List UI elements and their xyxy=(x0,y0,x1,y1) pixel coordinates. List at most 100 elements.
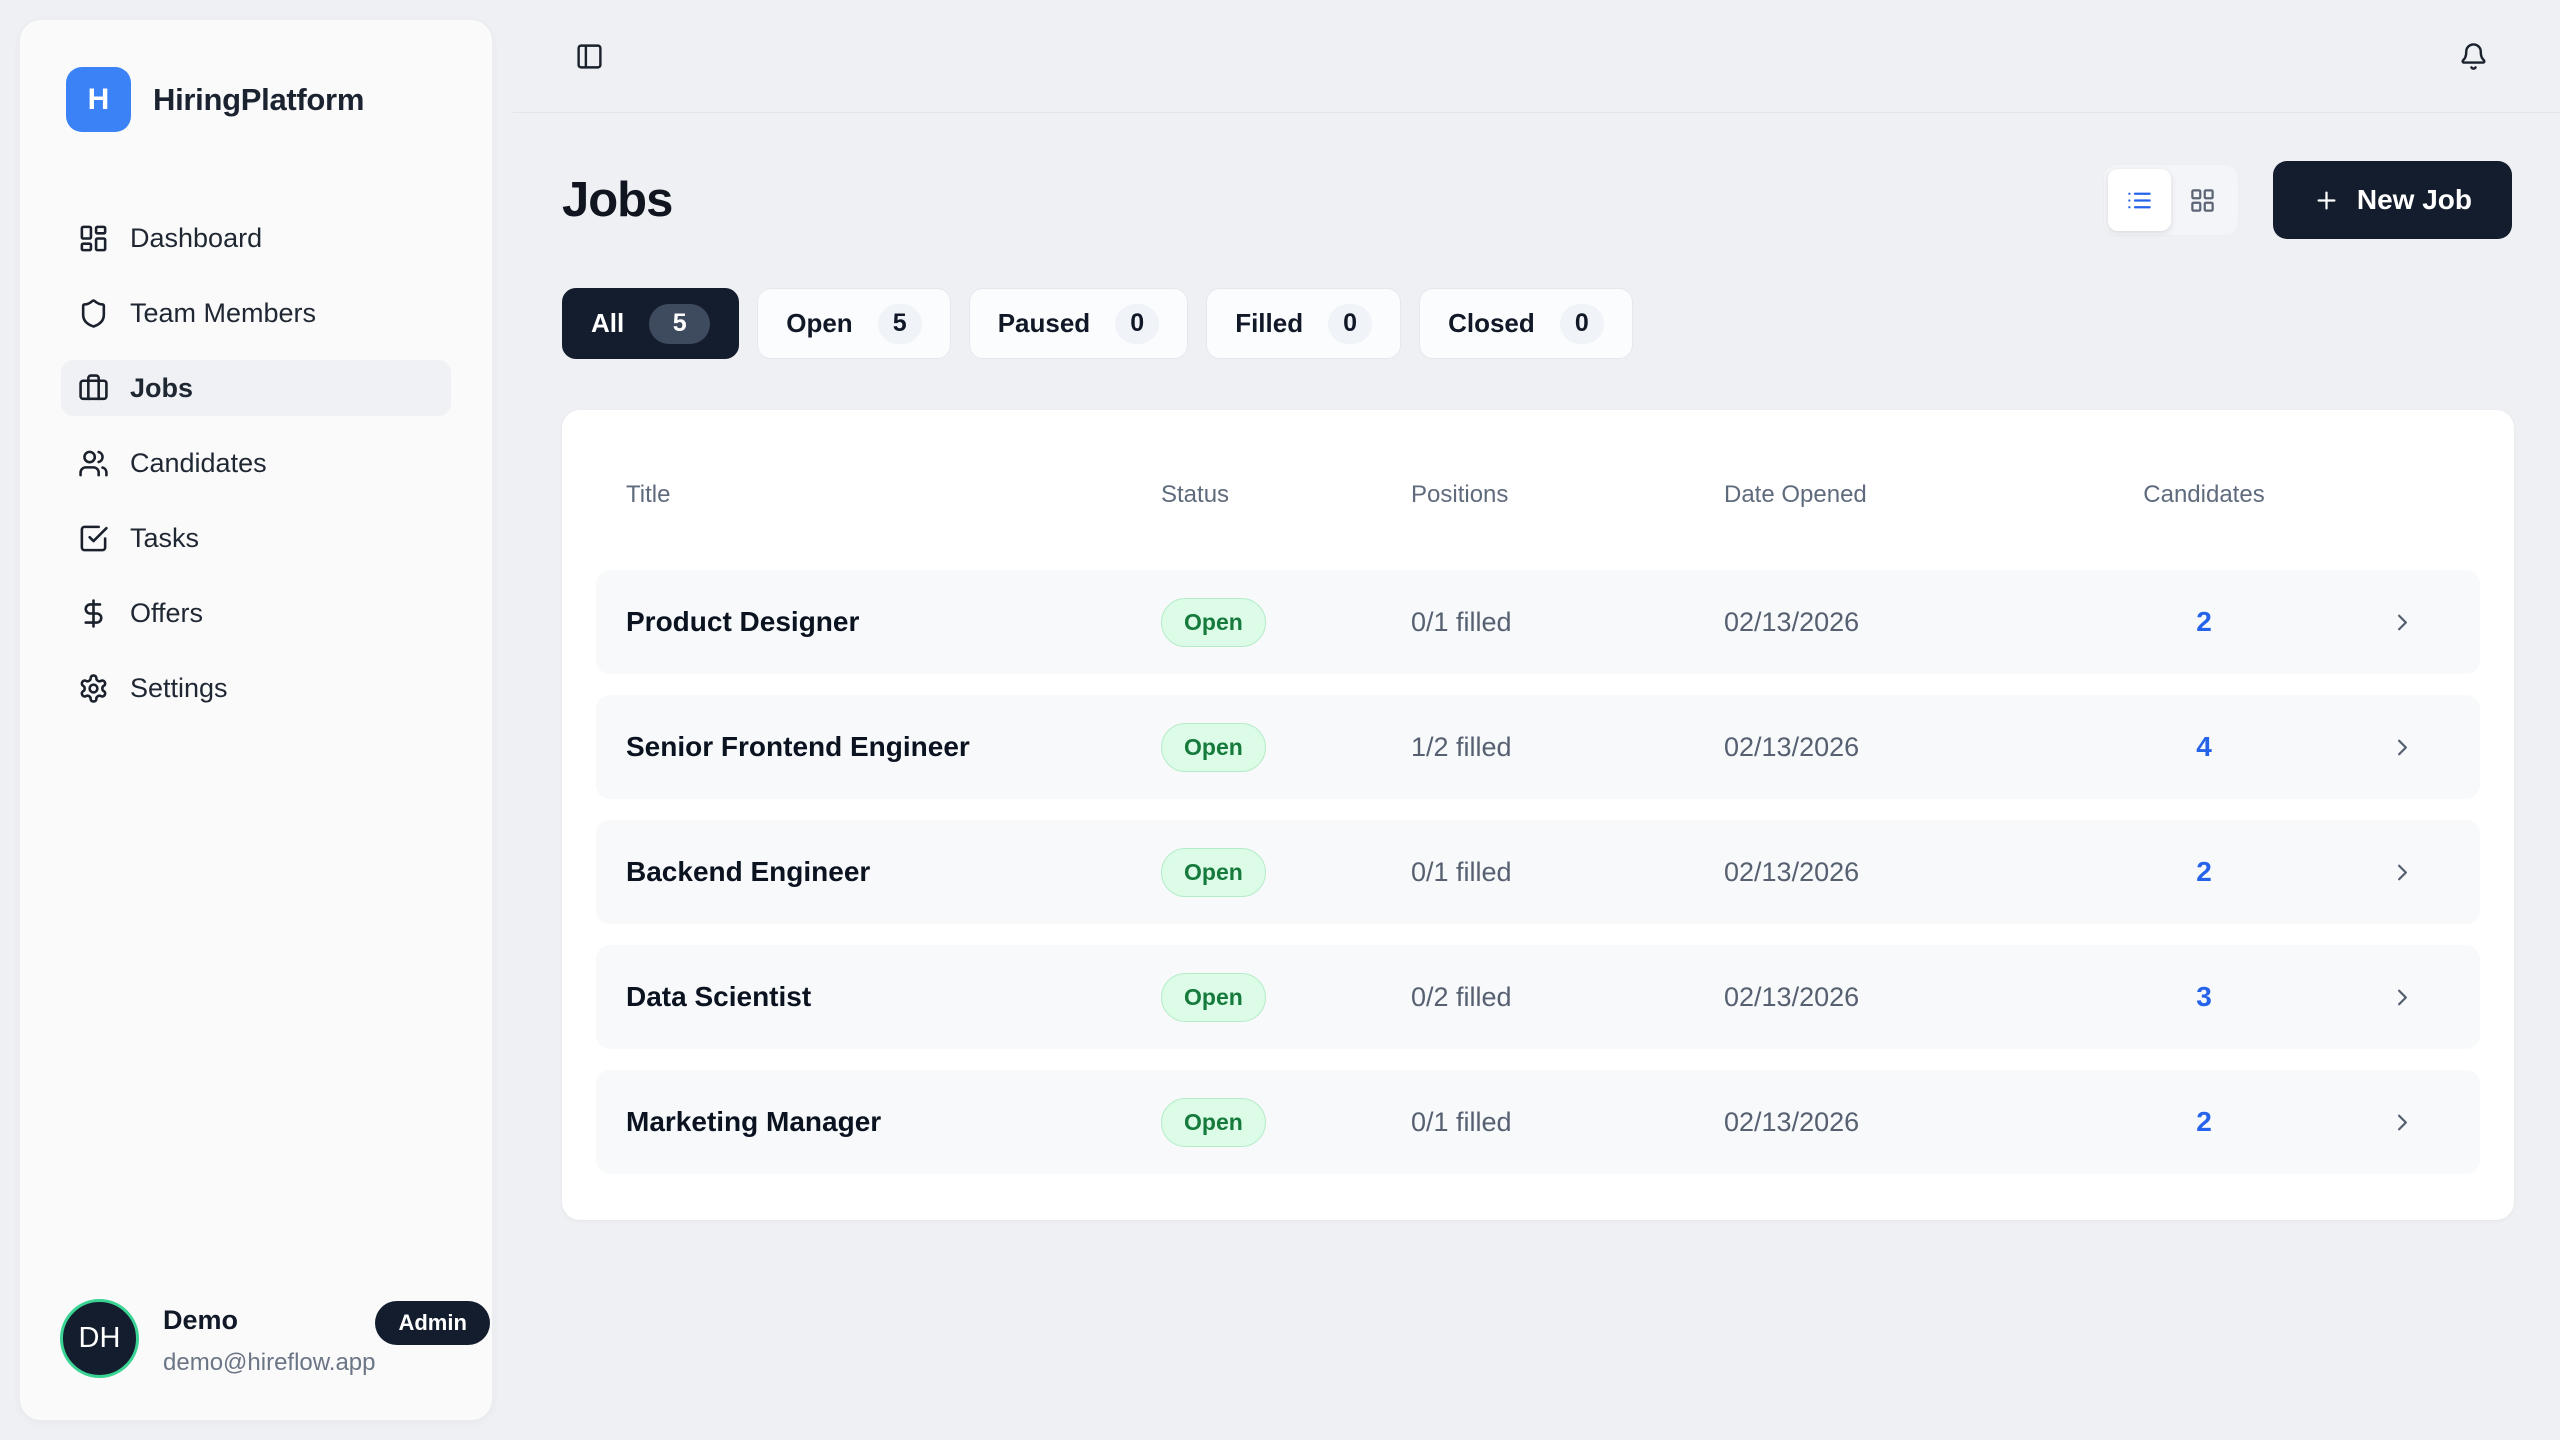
filter-count-badge: 0 xyxy=(1115,303,1160,344)
table-row[interactable]: Marketing Manager Open 0/1 filled 02/13/… xyxy=(596,1070,2480,1174)
sidebar-item-offers[interactable]: Offers xyxy=(61,585,451,641)
topbar xyxy=(513,0,2560,113)
filter-tab-paused[interactable]: Paused 0 xyxy=(968,288,1189,359)
sidebar-item-label: Dashboard xyxy=(130,222,263,253)
grid-view-button[interactable] xyxy=(2171,169,2234,231)
filter-tab-closed[interactable]: Closed 0 xyxy=(1419,288,1633,359)
chevron-right-icon xyxy=(2398,1114,2407,1130)
column-header-date-opened: Date Opened xyxy=(1724,481,1867,508)
status-badge: Open xyxy=(1161,847,1266,897)
job-candidates-cell: 4 xyxy=(2094,731,2314,763)
table-row[interactable]: Backend Engineer Open 0/1 filled 02/13/2… xyxy=(596,820,2480,924)
candidates-count-link[interactable]: 2 xyxy=(2196,606,2212,637)
new-job-label: New Job xyxy=(2356,184,2472,215)
new-job-button[interactable]: New Job xyxy=(2272,161,2512,239)
filter-tab-filled[interactable]: Filled 0 xyxy=(1206,288,1402,359)
sidebar-item-candidates[interactable]: Candidates xyxy=(61,435,451,491)
sidebar-item-label: Jobs xyxy=(130,372,194,403)
jobs-table-card: Title Status Positions Date Opened Candi… xyxy=(562,410,2514,1220)
sidebar-nav: Dashboard Team Members Jobs Candidates T… xyxy=(20,210,492,735)
sidebar: H HiringPlatform Dashboard Team Members … xyxy=(19,19,493,1421)
filter-label: Filled xyxy=(1235,308,1304,338)
filter-tabs: All 5 Open 5 Paused 0 Filled 0 Closed xyxy=(562,288,2512,359)
sidebar-item-label: Settings xyxy=(130,672,228,703)
sidebar-item-settings[interactable]: Settings xyxy=(61,660,451,716)
status-badge: Open xyxy=(1161,722,1266,772)
candidates-count-link[interactable]: 2 xyxy=(2196,856,2212,887)
filter-count-badge: 0 xyxy=(1328,303,1373,344)
candidates-count-link[interactable]: 2 xyxy=(2196,1106,2212,1137)
filter-count-badge: 0 xyxy=(1559,303,1604,344)
job-status-cell: Open xyxy=(1161,972,1411,1022)
job-status-cell: Open xyxy=(1161,1097,1411,1147)
check-square-icon xyxy=(80,525,108,551)
list-view-button[interactable] xyxy=(2107,169,2171,231)
table-row[interactable]: Product Designer Open 0/1 filled 02/13/2… xyxy=(596,570,2480,674)
job-date-opened: 02/13/2026 xyxy=(1724,606,1860,637)
plus-icon xyxy=(2317,191,2336,209)
chevron-right-icon xyxy=(2398,739,2407,755)
candidates-count-link[interactable]: 3 xyxy=(2196,981,2212,1012)
column-header-title: Title xyxy=(626,481,671,508)
job-positions: 0/1 filled xyxy=(1411,606,1512,637)
filter-label: Paused xyxy=(997,308,1091,338)
user-info: Demo demo@hireflow.app xyxy=(163,1299,375,1377)
filter-label: Closed xyxy=(1448,308,1535,338)
job-candidates-cell: 2 xyxy=(2094,606,2314,638)
sidebar-item-jobs[interactable]: Jobs xyxy=(61,360,451,416)
job-status-cell: Open xyxy=(1161,722,1411,772)
brand: H HiringPlatform xyxy=(66,67,452,132)
sidebar-item-label: Candidates xyxy=(130,447,267,478)
job-status-cell: Open xyxy=(1161,597,1411,647)
gear-icon xyxy=(80,673,107,703)
avatar: DH xyxy=(60,1299,139,1378)
job-status-cell: Open xyxy=(1161,847,1411,897)
shield-icon xyxy=(81,298,106,328)
status-badge: Open xyxy=(1161,972,1266,1022)
chevron-right-icon xyxy=(2398,614,2407,630)
job-positions: 0/2 filled xyxy=(1411,981,1512,1012)
job-title: Backend Engineer xyxy=(626,856,871,887)
content: Jobs New Job xyxy=(513,113,2560,1440)
column-header-candidates: Candidates xyxy=(2143,481,2265,508)
head-actions: New Job xyxy=(2102,161,2512,239)
column-header-positions: Positions xyxy=(1411,481,1509,508)
bell-icon xyxy=(2461,42,2486,70)
filter-label: Open xyxy=(786,308,853,338)
avatar-initials: DH xyxy=(78,1322,121,1354)
job-date-opened: 02/13/2026 xyxy=(1724,731,1860,762)
page-title: Jobs xyxy=(562,173,673,227)
job-date-opened: 02/13/2026 xyxy=(1724,1106,1860,1137)
status-badge: Open xyxy=(1161,1097,1266,1147)
users-icon xyxy=(79,450,108,476)
job-positions: 0/1 filled xyxy=(1411,1106,1512,1137)
sidebar-toggle-button[interactable] xyxy=(575,42,604,71)
filter-tab-open[interactable]: Open 5 xyxy=(757,288,951,359)
user-email: demo@hireflow.app xyxy=(163,1349,376,1376)
column-header-status: Status xyxy=(1161,481,1230,508)
sidebar-item-dashboard[interactable]: Dashboard xyxy=(61,210,451,266)
role-badge: Admin xyxy=(375,1301,490,1345)
panel-left-icon xyxy=(577,43,602,69)
filter-count-badge: 5 xyxy=(877,303,922,344)
notifications-button[interactable] xyxy=(2459,42,2488,71)
table-row[interactable]: Data Scientist Open 0/2 filled 02/13/202… xyxy=(596,945,2480,1049)
row-chevron-cell xyxy=(2314,734,2450,761)
table-row[interactable]: Senior Frontend Engineer Open 1/2 filled… xyxy=(596,695,2480,799)
candidates-count-link[interactable]: 4 xyxy=(2196,731,2212,762)
sidebar-item-tasks[interactable]: Tasks xyxy=(61,510,451,566)
grid-icon xyxy=(2191,188,2214,212)
brand-logo: H xyxy=(66,67,131,132)
list-icon xyxy=(2128,192,2151,208)
page-head: Jobs New Job xyxy=(562,160,2512,240)
filter-tab-all[interactable]: All 5 xyxy=(562,288,740,359)
dollar-icon xyxy=(84,598,103,628)
sidebar-item-label: Team Members xyxy=(130,297,317,328)
sidebar-item-team-members[interactable]: Team Members xyxy=(61,285,451,341)
job-candidates-cell: 3 xyxy=(2094,981,2314,1013)
sidebar-item-label: Tasks xyxy=(130,522,200,553)
row-chevron-cell xyxy=(2314,609,2450,636)
status-badge: Open xyxy=(1161,597,1266,647)
user-section[interactable]: DH Demo demo@hireflow.app Admin xyxy=(20,1299,492,1420)
